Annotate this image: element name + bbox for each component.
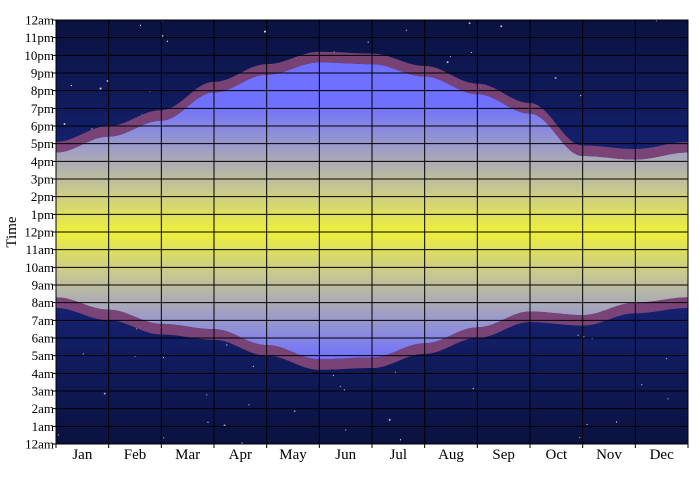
star <box>135 328 138 330</box>
plot-frame <box>55 19 689 445</box>
y-axis-tick-labels: 12am 1am 2am 3am 4am 5am 6am 7am 8am 9am 10am 11am 1… <box>24 13 54 452</box>
month-label: Jan <box>72 447 92 463</box>
month-label: Jul <box>390 447 408 463</box>
month-label: Sep <box>492 447 515 463</box>
star <box>399 439 402 441</box>
y-tick-label: 3am <box>32 384 54 399</box>
star <box>583 336 585 338</box>
y-tick-label: 11pm <box>25 30 54 45</box>
star <box>82 353 84 355</box>
star <box>449 56 451 58</box>
x-axis-month-labels: Jan Feb Mar Apr May Jun Jul Aug Sep Oct Nov Dec <box>72 447 674 463</box>
star <box>252 365 255 367</box>
star <box>615 421 618 423</box>
star <box>343 389 345 391</box>
y-tick-label: 7pm <box>31 101 54 116</box>
star <box>166 40 168 42</box>
y-tick-label: 5am <box>32 348 54 363</box>
y-tick-label: 2pm <box>31 189 54 204</box>
star <box>57 434 59 436</box>
star <box>468 22 471 25</box>
y-tick-label: 10pm <box>24 48 54 63</box>
month-label: Aug <box>438 447 464 463</box>
y-tick-label: 9am <box>32 278 54 293</box>
y-tick-label: 8am <box>32 295 54 310</box>
star <box>103 392 106 395</box>
star <box>139 24 142 27</box>
star <box>162 356 165 359</box>
star <box>294 410 296 412</box>
star <box>163 437 165 439</box>
star <box>332 374 334 377</box>
y-tick-label: 3pm <box>31 172 54 187</box>
month-label: May <box>279 447 307 463</box>
y-tick-label: 6pm <box>31 119 54 134</box>
month-label: Nov <box>596 447 622 463</box>
star <box>339 385 341 387</box>
y-tick-label: 2am <box>32 401 54 416</box>
star <box>206 394 208 396</box>
month-label: Feb <box>124 447 147 463</box>
y-tick-label: 9pm <box>31 66 54 81</box>
star <box>207 421 209 423</box>
y-tick-label: 12pm <box>24 225 54 240</box>
star <box>665 358 668 360</box>
star <box>446 61 449 64</box>
y-tick-label: 4am <box>32 366 54 381</box>
star <box>345 429 347 431</box>
y-tick-label: 10am <box>25 260 54 275</box>
star <box>405 29 408 31</box>
star <box>106 79 109 82</box>
y-tick-label: 6am <box>32 331 54 346</box>
y-tick-label: 12am <box>25 437 54 452</box>
y-tick-label: 1am <box>32 419 54 434</box>
dusk-twilight-band <box>56 51 688 160</box>
y-tick-label: 7am <box>32 313 54 328</box>
star <box>226 344 228 346</box>
star <box>577 334 579 336</box>
month-label: Dec <box>650 447 674 463</box>
month-label: Apr <box>229 447 252 463</box>
star <box>586 423 588 426</box>
star <box>63 123 66 126</box>
star <box>579 436 581 439</box>
y-axis-title: Time <box>4 216 20 247</box>
star <box>70 84 73 87</box>
y-tick-label: 4pm <box>31 154 54 169</box>
y-tick-label: 12am <box>25 13 54 28</box>
star <box>91 128 93 130</box>
star <box>99 87 102 90</box>
month-label: Mar <box>175 447 200 463</box>
y-tick-label: 5pm <box>31 136 54 151</box>
star <box>500 25 503 28</box>
star <box>248 404 250 406</box>
month-label: Oct <box>545 447 567 463</box>
star <box>641 384 643 386</box>
y-tick-label: 1pm <box>31 207 54 222</box>
star <box>472 388 474 390</box>
y-tick-label: 8pm <box>31 83 54 98</box>
star <box>667 398 669 400</box>
y-tick-label: 11am <box>26 242 54 257</box>
star <box>388 418 391 421</box>
month-label: Jun <box>335 447 356 463</box>
star <box>263 30 266 33</box>
star <box>470 51 473 54</box>
star <box>580 95 582 97</box>
star <box>554 76 557 79</box>
star <box>394 371 397 373</box>
grid-lines <box>52 19 689 448</box>
star <box>161 34 164 37</box>
star <box>367 41 369 43</box>
